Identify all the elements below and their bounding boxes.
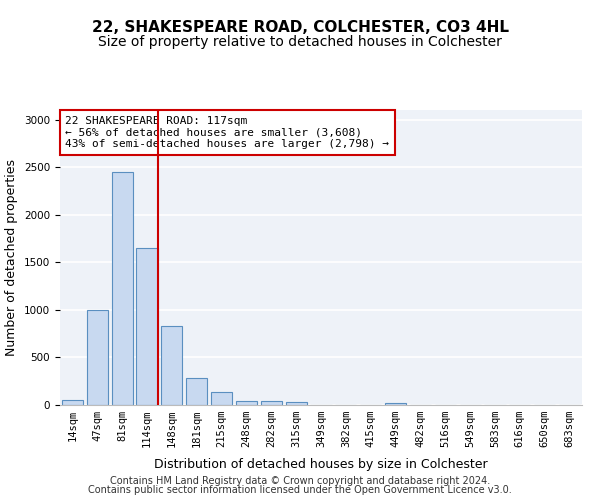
Bar bbox=[236, 401, 257, 405]
Bar bbox=[112, 172, 133, 405]
Bar bbox=[161, 326, 182, 405]
Text: 22, SHAKESPEARE ROAD, COLCHESTER, CO3 4HL: 22, SHAKESPEARE ROAD, COLCHESTER, CO3 4H… bbox=[91, 20, 509, 35]
Bar bbox=[261, 401, 282, 405]
Bar bbox=[385, 402, 406, 405]
Text: Contains HM Land Registry data © Crown copyright and database right 2024.: Contains HM Land Registry data © Crown c… bbox=[110, 476, 490, 486]
Bar bbox=[286, 402, 307, 405]
X-axis label: Distribution of detached houses by size in Colchester: Distribution of detached houses by size … bbox=[154, 458, 488, 471]
Bar bbox=[211, 392, 232, 405]
Text: 22 SHAKESPEARE ROAD: 117sqm
← 56% of detached houses are smaller (3,608)
43% of : 22 SHAKESPEARE ROAD: 117sqm ← 56% of det… bbox=[65, 116, 389, 149]
Text: Size of property relative to detached houses in Colchester: Size of property relative to detached ho… bbox=[98, 35, 502, 49]
Y-axis label: Number of detached properties: Number of detached properties bbox=[5, 159, 19, 356]
Bar bbox=[62, 400, 83, 405]
Bar bbox=[186, 378, 207, 405]
Bar bbox=[136, 248, 158, 405]
Text: Contains public sector information licensed under the Open Government Licence v3: Contains public sector information licen… bbox=[88, 485, 512, 495]
Bar bbox=[87, 310, 108, 405]
